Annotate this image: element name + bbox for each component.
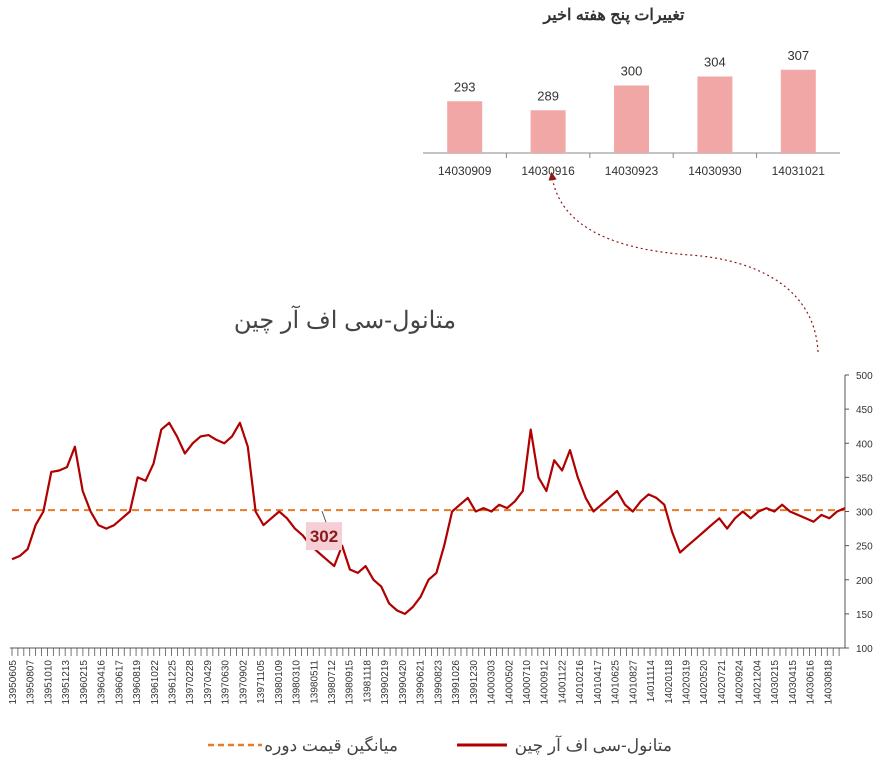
x-tick-label: 14000303 (487, 660, 498, 705)
bar (780, 69, 816, 153)
x-tick-label: 14001122 (557, 660, 568, 704)
x-tick-label: 13960617 (114, 660, 125, 705)
x-tick-label: 14011114 (646, 660, 657, 703)
x-tick-label: 14030215 (770, 660, 781, 705)
bar-value-label: 304 (704, 55, 726, 70)
bar-category-label: 14030923 (605, 164, 659, 178)
methanol-price-line (11, 421, 846, 616)
x-tick-label: 13951010 (43, 660, 54, 705)
bar-category-label: 14030916 (521, 164, 575, 178)
bar-chart: تغییرات پنج هفته اخیر 293 14030909 289 1403… (423, 7, 840, 178)
bar (614, 85, 649, 153)
x-tick-label: 13961022 (150, 660, 161, 705)
annotation-box (306, 522, 342, 551)
x-tick-label: 13970429 (203, 660, 214, 705)
x-tick-label: 13950807 (26, 660, 37, 705)
x-tick-label: 14010417 (593, 660, 604, 705)
bar-category-label: 14031021 (772, 164, 826, 178)
bar-value-label: 300 (621, 64, 643, 79)
x-tick-label: 13981118 (362, 660, 373, 703)
x-tick-label: 14000502 (504, 660, 515, 705)
x-tick-label: 14010625 (611, 660, 622, 705)
y-tick-label: 300 (856, 508, 873, 519)
x-tick-label: 14010827 (628, 660, 639, 705)
x-tick-label: 13990219 (380, 660, 391, 705)
x-tick-label: 14021204 (752, 660, 763, 705)
legend-series-label: متانول-سی اف آر چین (515, 734, 672, 756)
x-tick-label: 13980511 (309, 660, 320, 704)
x-tick-label: 13960215 (79, 660, 90, 705)
x-tick-label: 14000710 (522, 660, 533, 705)
x-tick-label: 14020520 (699, 660, 710, 705)
x-tick-label: 13960819 (132, 660, 143, 705)
legend-avg-label: میانگین قیمت دوره (264, 735, 398, 756)
x-tick-label: 13990621 (416, 660, 427, 705)
bar (697, 76, 733, 153)
x-tick-label: 14020118 (664, 660, 675, 704)
x-tick-label: 14030415 (788, 660, 799, 705)
y-tick-label: 250 (856, 542, 873, 553)
bar (530, 110, 566, 153)
line-chart: متانول-سی اف آر چین 100 150 200 250 300 350 40… (8, 305, 873, 705)
x-tick-label: 14030616 (806, 660, 817, 705)
x-tick-label: 13971105 (256, 660, 267, 704)
x-tick-label: 13990823 (433, 660, 444, 705)
y-tick-label: 400 (856, 439, 873, 450)
x-tick-label: 13980310 (292, 660, 303, 705)
y-tick-label: 100 (856, 644, 873, 655)
x-tick-label: 13961225 (168, 660, 179, 705)
bar-chart-title: تغییرات پنج هفته اخیر (542, 7, 685, 25)
x-tick-label: 13970630 (221, 660, 232, 705)
x-tick-label: 14000912 (540, 660, 551, 705)
bar-category-label: 14030930 (688, 164, 742, 178)
x-tick-label: 13970902 (238, 660, 249, 705)
bar (447, 101, 483, 153)
y-tick-label: 200 (856, 576, 873, 587)
x-tick-label: 13970228 (185, 660, 196, 705)
x-tick-label: 13960416 (97, 660, 108, 705)
x-tick-label: 14020319 (681, 660, 692, 705)
bar-category-label: 14030909 (438, 164, 492, 178)
annotation-leader (321, 510, 327, 523)
x-tick-label: 13990420 (398, 660, 409, 705)
x-tick-label: 14010216 (575, 660, 586, 705)
x-tick-label: 14020721 (717, 660, 728, 705)
x-tick-label: 13991026 (451, 660, 462, 705)
y-tick-label: 150 (856, 610, 873, 621)
x-tick-label: 13980915 (345, 660, 356, 705)
connector-arrow (548, 171, 819, 353)
x-tick-label: 13980712 (327, 660, 338, 705)
bar-value-label: 289 (537, 88, 559, 103)
x-tick-label: 14030818 (823, 660, 834, 705)
x-tick-label: 14020924 (735, 660, 746, 705)
x-tick-label: 13951213 (61, 660, 72, 705)
x-tick-label: 13991230 (469, 660, 480, 705)
line-chart-title: متانول-سی اف آر چین (234, 305, 456, 334)
legend: متانول-سی اف آر چین میانگین قیمت دوره (208, 734, 672, 756)
x-tick-label: 13950605 (8, 660, 19, 705)
annotation-label: 302 (310, 527, 338, 546)
y-tick-label: 500 (856, 371, 873, 382)
bar-value-label: 307 (787, 48, 809, 63)
x-tick-label: 13980109 (274, 660, 285, 705)
y-tick-label: 450 (856, 405, 873, 416)
y-tick-label: 350 (856, 473, 873, 484)
bar-value-label: 293 (454, 79, 476, 94)
